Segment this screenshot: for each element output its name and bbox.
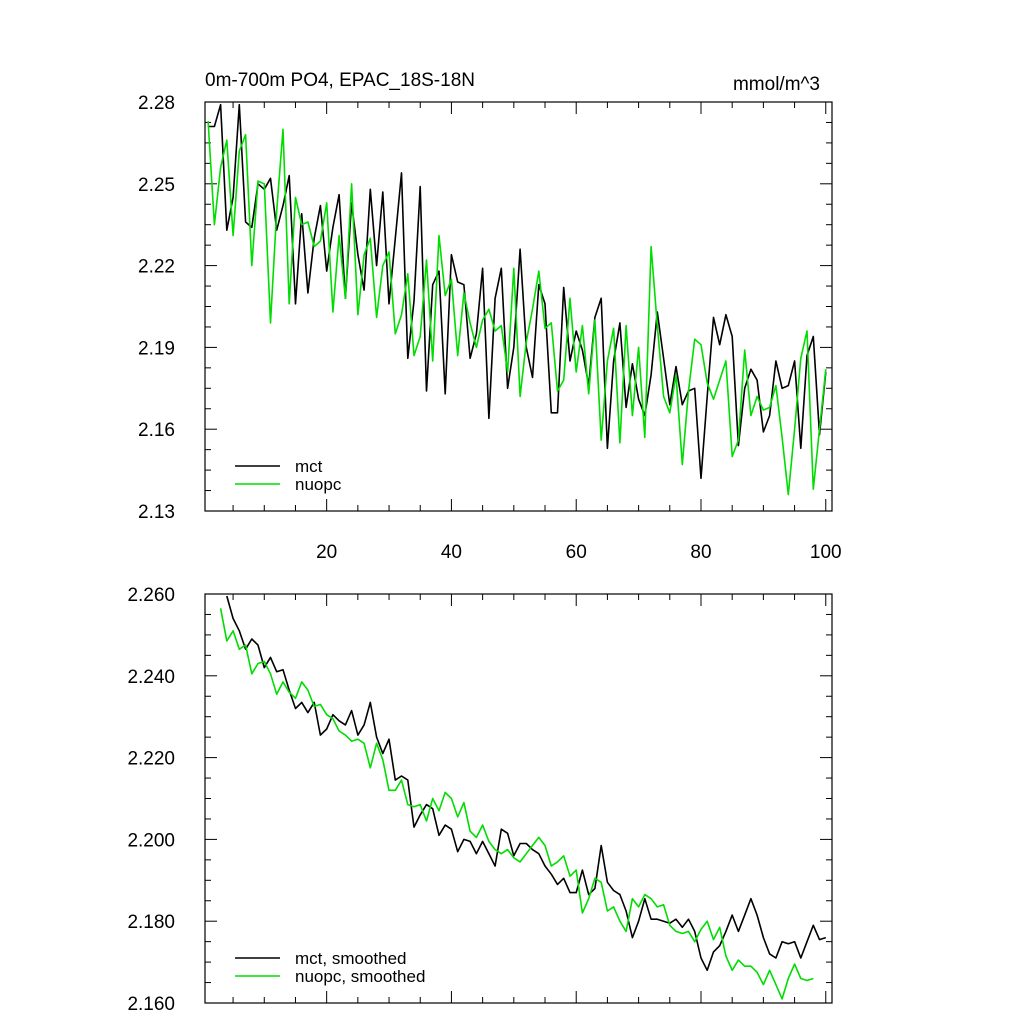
x-tick-label: 80 (690, 542, 711, 563)
y-tick-label: 2.160 (127, 994, 175, 1015)
legend-label: mct (295, 457, 323, 476)
plot-frame (204, 101, 833, 512)
chart-title: 0m-700m PO4, EPAC_18S-18N (205, 70, 475, 91)
y-tick-label: 2.13 (138, 502, 175, 523)
y-tick-label: 2.28 (138, 93, 175, 114)
series-line-nuopc-smoothed (219, 608, 814, 1000)
y-tick-label: 2.16 (138, 420, 175, 441)
legend-label: nuopc, smoothed (295, 967, 425, 986)
legend-label: nuopc (295, 475, 342, 494)
y-tick-label: 2.25 (138, 175, 175, 196)
y-tick-label: 2.260 (127, 585, 175, 606)
y-tick-label: 2.19 (138, 338, 175, 359)
x-tick-label: 100 (810, 542, 842, 563)
x-tick-label: 40 (441, 542, 462, 563)
x-tick-label: 20 (316, 542, 337, 563)
y-tick-label: 2.180 (127, 912, 175, 933)
y-tick-label: 2.240 (127, 667, 175, 688)
y-tick-label: 2.220 (127, 749, 175, 770)
series-line-mct (208, 103, 827, 480)
units-label: mmol/m^3 (733, 74, 820, 95)
plot-frame (204, 593, 833, 1004)
chart-panel-1: 2.13 2.16 2.19 2.22 2.25 2.28 20 40 60 80 100 0m-70… (138, 70, 842, 563)
series-line-mct-smoothed (226, 595, 827, 972)
chart-panel-2: 2.160 2.180 2.200 2.220 2.240 2.260 mct, smoot… (127, 585, 833, 1015)
x-tick-label: 60 (566, 542, 587, 563)
legend-label: mct, smoothed (295, 949, 407, 968)
y-tick-label: 2.22 (138, 257, 175, 278)
y-tick-label: 2.200 (127, 830, 175, 851)
series-line-nuopc (207, 121, 827, 496)
